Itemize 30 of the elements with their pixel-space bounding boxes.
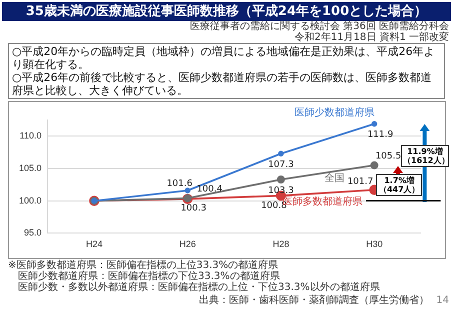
source-note: 出典：医師・歯科医師・薬剤師調査（厚生労働省） <box>199 295 429 306</box>
annotation: 1.7%増（447人） <box>376 174 422 196</box>
text: 14 <box>436 295 449 306</box>
text: 医師少数都道府県：医師偏在指標の下位33.3%の都道府県 <box>17 271 281 282</box>
data-label: 103.3 <box>268 186 294 196</box>
y-tick-label: 110.0 <box>20 130 42 141</box>
x-tick-label: H30 <box>366 239 383 250</box>
data-label: 111.9 <box>367 130 394 140</box>
y-tick-label: 100.0 <box>18 195 42 206</box>
data-label: 101.6 <box>166 178 193 189</box>
data-label: 100.3 <box>180 203 206 214</box>
text: ○平成20年からの臨時定員（地域枠）の増員による地域偏在是正効果は、平成26年より顕在化する。 <box>12 45 436 71</box>
data-label: 105.5 <box>375 152 402 162</box>
text: ※医師多数都道府県：医師偏在指標の上位33.3%の都道府県 <box>8 260 280 271</box>
text: ○平成26年の前後で比較すると、医師少数都道府県の若手の医師数は、医師多数都道府県と比較し、大きく伸びている。 <box>12 71 433 97</box>
y-tick-label: 95.0 <box>24 228 42 238</box>
series-label: 医師少数都道府県 <box>294 106 374 118</box>
annotation: 11.9%増（1612人） <box>401 144 450 167</box>
data-label: 100.4 <box>196 184 223 195</box>
x-tick-label: H28 <box>272 239 290 250</box>
x-tick-label: H24 <box>86 239 102 250</box>
x-tick-label: H26 <box>179 239 196 250</box>
y-tick-label: 105.0 <box>18 163 42 173</box>
text: 医療従事者の需給に関する検討会 第36回 医師需給分科会 <box>190 21 449 32</box>
text: 令和2年11月18日 資料1 一部改変 <box>293 32 449 43</box>
data-label: 107.3 <box>268 160 294 170</box>
text: 医師少数・多数以外都道府県：医師偏在指標の上位・下位33.3%以外の都道府県 <box>17 282 380 293</box>
series-label: 全国 <box>324 172 344 184</box>
data-label: 101.7 <box>347 177 374 188</box>
chart-title: 35歳未満の医療施設従事医師数推移（平成24年を100とした場合） <box>2 2 451 21</box>
